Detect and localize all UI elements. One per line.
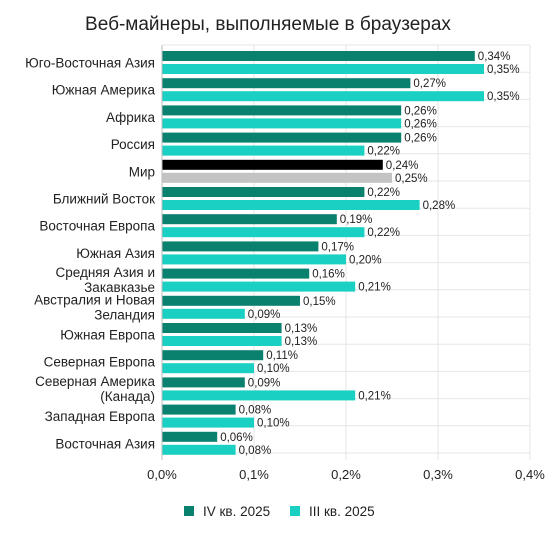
- data-label-q4: 0,09%: [248, 377, 281, 389]
- x-tick-label: 0,4%: [515, 467, 545, 482]
- category-label: Северная Америка (Канада): [35, 374, 155, 404]
- bar-q3: [162, 227, 365, 238]
- chart-title: Веб-майнеры, выполняемые в браузерах: [85, 14, 451, 35]
- legend: IV кв. 2025 III кв. 2025: [184, 504, 375, 519]
- data-label-q3: 0,21%: [358, 390, 391, 402]
- bar-q4: [162, 268, 310, 279]
- category-label: Южная Азия: [76, 246, 155, 261]
- data-label-q4: 0,26%: [404, 133, 437, 145]
- data-label-q4: 0,17%: [321, 241, 354, 253]
- bar-q3: [162, 172, 392, 183]
- data-label-q3: 0,08%: [239, 445, 272, 457]
- category-label: Южная Европа: [60, 328, 155, 343]
- legend-swatch-q3: [290, 506, 300, 516]
- data-label-q4: 0,26%: [404, 105, 437, 117]
- category-label-line: Зеландия: [94, 307, 155, 322]
- data-label-q3: 0,10%: [257, 418, 290, 430]
- category-label-line: Закавказье: [84, 280, 155, 295]
- category-label-line: Австралия и Новая: [34, 292, 155, 307]
- data-label-q3: 0,10%: [257, 363, 290, 375]
- legend-label-q4: IV кв. 2025: [203, 504, 270, 519]
- data-label-q3: 0,35%: [487, 91, 520, 103]
- bars-layer: [162, 51, 484, 455]
- category-label: Южная Америка: [52, 83, 156, 98]
- data-label-q4: 0,11%: [266, 350, 298, 362]
- data-label-q3: 0,25%: [395, 173, 428, 185]
- data-label-q3: 0,13%: [285, 336, 318, 348]
- bar-q4: [162, 295, 300, 306]
- category-label-line: Северная Америка: [35, 374, 155, 389]
- data-label-q4: 0,16%: [312, 269, 345, 281]
- bar-q4: [162, 241, 319, 252]
- bar-q3: [162, 281, 356, 292]
- data-label-q3: 0,28%: [423, 200, 456, 212]
- category-label-line: (Канада): [100, 389, 155, 404]
- legend-label-q3: III кв. 2025: [309, 504, 375, 519]
- category-label: Ближний Восток: [53, 192, 155, 207]
- bar-q4: [162, 431, 218, 442]
- x-tick-label: 0,1%: [239, 467, 269, 482]
- bar-q3: [162, 308, 245, 319]
- data-label-q4: 0,15%: [303, 296, 336, 308]
- bar-q4: [162, 159, 383, 170]
- x-tick-label: 0,2%: [331, 467, 361, 482]
- bar-q4: [162, 350, 264, 361]
- bar-q3: [162, 444, 236, 455]
- bar-q3: [162, 118, 402, 129]
- bar-q3: [162, 417, 254, 428]
- data-label-q4: 0,34%: [478, 51, 511, 63]
- bar-q4: [162, 105, 402, 116]
- data-label-q3: 0,22%: [367, 146, 400, 158]
- bar-q3: [162, 363, 254, 374]
- data-label-q3: 0,35%: [487, 64, 520, 76]
- data-label-q3: 0,20%: [349, 254, 382, 266]
- bar-q3: [162, 336, 282, 346]
- data-label-q4: 0,22%: [367, 187, 400, 199]
- data-label-q3: 0,21%: [358, 282, 391, 294]
- data-label-q4: 0,06%: [220, 432, 253, 444]
- category-label: Северная Европа: [44, 355, 156, 370]
- data-label-q3: 0,09%: [248, 309, 281, 321]
- bar-q4: [162, 214, 337, 225]
- x-axis: 0,0% 0,1% 0,2% 0,3% 0,4%: [147, 45, 545, 482]
- category-label: Россия: [111, 137, 155, 152]
- data-label-q3: 0,22%: [367, 227, 400, 239]
- category-label: Юго-Восточная Азия: [25, 56, 155, 71]
- data-label-q4: 0,13%: [285, 323, 318, 335]
- bar-q3: [162, 64, 484, 74]
- bar-q4: [162, 78, 411, 89]
- x-tick-label: 0,3%: [423, 467, 453, 482]
- data-label-q4: 0,24%: [386, 160, 419, 172]
- category-label: Восточная Европа: [39, 219, 155, 234]
- category-label: Восточная Азия: [55, 436, 155, 451]
- bar-q4: [162, 377, 245, 388]
- bar-q4: [162, 187, 365, 197]
- category-label: Австралия и Новая Зеландия: [34, 292, 155, 322]
- bar-q4: [162, 404, 236, 415]
- category-label: Африка: [106, 110, 156, 125]
- bar-q4: [162, 51, 475, 61]
- category-label: Мир: [129, 164, 155, 179]
- labels-layer: 0,34%0,35%Юго-Восточная Азия0,27%0,35%Юж…: [25, 51, 520, 457]
- bar-q4: [162, 132, 402, 143]
- bar-q3: [162, 91, 484, 102]
- category-label: Средняя Азия и Закавказье: [55, 265, 155, 295]
- x-tick-label: 0,0%: [147, 467, 177, 482]
- category-label-line: Средняя Азия и: [55, 265, 155, 280]
- bar-q3: [162, 254, 346, 265]
- data-label-q4: 0,27%: [413, 78, 446, 90]
- category-label: Западная Европа: [45, 409, 156, 424]
- data-label-q4: 0,08%: [239, 405, 272, 417]
- data-label-q4: 0,19%: [340, 214, 373, 226]
- bar-q4: [162, 323, 282, 333]
- legend-swatch-q4: [184, 506, 194, 516]
- bar-q3: [162, 390, 356, 401]
- bar-q3: [162, 200, 420, 210]
- bar-q3: [162, 145, 365, 156]
- data-label-q3: 0,26%: [404, 118, 437, 130]
